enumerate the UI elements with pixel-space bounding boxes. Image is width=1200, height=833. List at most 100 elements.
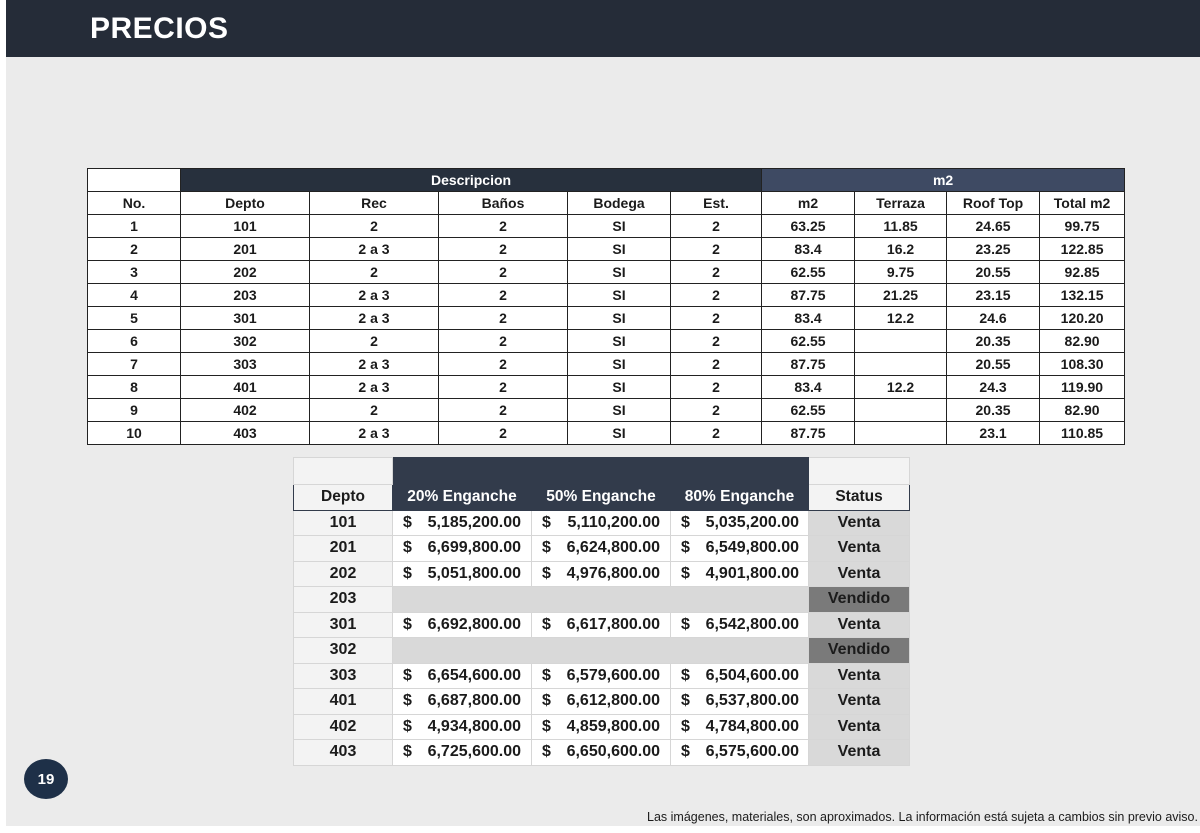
status-badge: Vendido: [808, 586, 911, 613]
specs-cell: 2: [438, 283, 568, 307]
currency-symbol: $: [542, 539, 551, 557]
specs-cell: 24.3: [946, 375, 1041, 399]
price-cell: $6,725,600.00: [392, 739, 532, 766]
price-empty-cell: [391, 586, 810, 613]
currency-symbol: $: [681, 666, 690, 684]
specs-group-m2: m2: [761, 168, 1126, 192]
price-amount: 4,901,800.00: [705, 564, 799, 582]
specs-cell: 87.75: [761, 283, 856, 307]
page-number-badge: 19: [24, 759, 68, 799]
status-badge: Venta: [808, 535, 911, 562]
status-badge: Venta: [808, 739, 911, 766]
specs-cell: 92.85: [1039, 260, 1126, 284]
table-row: 5 301 2 a 3 2 SI 2 83.4 12.2 24.6 120.20: [87, 306, 1126, 330]
status-badge: Venta: [808, 662, 911, 689]
price-cell: $6,575,600.00: [669, 739, 810, 766]
specs-cell: 12.2: [854, 375, 948, 399]
specs-cell: 2: [438, 260, 568, 284]
specs-cell: 2: [438, 375, 568, 399]
specs-cell: 20.35: [946, 329, 1041, 353]
specs-cell: 2: [309, 329, 439, 353]
specs-cell: 2: [309, 398, 439, 422]
currency-symbol: $: [681, 717, 690, 735]
currency-symbol: $: [403, 513, 412, 531]
prices-column-header: 80% Enganche: [669, 484, 810, 511]
disclaimer-text: Las imágenes, materiales, son aproximado…: [647, 810, 1198, 824]
specs-column-header: Terraza: [854, 191, 948, 215]
table-row: 6 302 2 2 SI 2 62.55 20.35 82.90: [87, 329, 1126, 353]
price-amount: 4,784,800.00: [705, 717, 799, 735]
depto-cell: 301: [293, 611, 393, 638]
specs-cell: 3: [87, 260, 181, 284]
table-row: 2 201 2 a 3 2 SI 2 83.4 16.2 23.25 122.85: [87, 237, 1126, 261]
specs-cell: 122.85: [1039, 237, 1126, 261]
specs-cell: 301: [180, 306, 310, 330]
specs-cell: 9: [87, 398, 181, 422]
specs-cell: 21.25: [854, 283, 948, 307]
specs-column-header: Roof Top: [946, 191, 1041, 215]
table-row: 301 $6,692,800.00 $6,617,800.00 $6,542,800.…: [293, 611, 911, 638]
price-amount: 6,612,800.00: [566, 692, 660, 710]
specs-cell: 2: [438, 306, 568, 330]
status-badge: Venta: [808, 509, 911, 536]
price-cell: $6,549,800.00: [669, 535, 810, 562]
currency-symbol: $: [403, 666, 412, 684]
price-cell: $6,537,800.00: [669, 688, 810, 715]
prices-table: Depto 20% Enganche 50% Enganche 80% Enganch…: [293, 457, 911, 766]
header-bar: [6, 0, 1200, 57]
specs-cell: 2: [87, 237, 181, 261]
currency-symbol: $: [681, 564, 690, 582]
specs-cell: 302: [180, 329, 310, 353]
specs-cell: 20.35: [946, 398, 1041, 422]
specs-cell: 62.55: [761, 398, 856, 422]
currency-symbol: $: [681, 692, 690, 710]
currency-symbol: $: [403, 539, 412, 557]
specs-cell: SI: [567, 214, 671, 238]
specs-cell: 2 a 3: [309, 421, 439, 445]
specs-cell: 82.90: [1039, 398, 1126, 422]
specs-cell: SI: [567, 375, 671, 399]
specs-cell: 6: [87, 329, 181, 353]
specs-cell: 2: [669, 306, 763, 330]
price-cell: $4,859,800.00: [531, 713, 671, 740]
specs-cell: 402: [180, 398, 310, 422]
price-amount: 6,687,800.00: [427, 692, 521, 710]
price-cell: $4,901,800.00: [669, 560, 810, 587]
table-row: 1 101 2 2 SI 2 63.25 11.85 24.65 99.75: [87, 214, 1126, 238]
price-amount: 6,725,600.00: [427, 743, 521, 761]
specs-cell: 24.65: [946, 214, 1041, 238]
status-badge: Venta: [808, 713, 911, 740]
specs-cell: 2 a 3: [309, 352, 439, 376]
price-cell: $6,692,800.00: [392, 611, 532, 638]
specs-cell: 401: [180, 375, 310, 399]
specs-cell: SI: [567, 260, 671, 284]
specs-cell: 2: [438, 237, 568, 261]
depto-cell: 402: [293, 713, 393, 740]
status-badge: Vendido: [808, 637, 911, 664]
currency-symbol: $: [681, 513, 690, 531]
depto-cell: 302: [293, 637, 393, 664]
currency-symbol: $: [681, 539, 690, 557]
table-row: 303 $6,654,600.00 $6,579,600.00 $6,504,600.…: [293, 662, 911, 689]
specs-cell: SI: [567, 329, 671, 353]
specs-cell: 16.2: [854, 237, 948, 261]
specs-cell: 2: [669, 214, 763, 238]
specs-cell: 23.25: [946, 237, 1041, 261]
specs-cell: 99.75: [1039, 214, 1126, 238]
price-amount: 6,542,800.00: [705, 615, 799, 633]
price-amount: 6,654,600.00: [427, 666, 521, 684]
price-cell: $4,976,800.00: [531, 560, 671, 587]
specs-column-header: Rec: [309, 191, 439, 215]
price-amount: 4,934,800.00: [427, 717, 521, 735]
specs-column-header: No.: [87, 191, 181, 215]
table-row: 9 402 2 2 SI 2 62.55 20.35 82.90: [87, 398, 1126, 422]
currency-symbol: $: [542, 717, 551, 735]
price-cell: $6,579,600.00: [531, 662, 671, 689]
price-cell: $6,699,800.00: [392, 535, 532, 562]
depto-cell: 101: [293, 509, 393, 536]
specs-cell: 23.1: [946, 421, 1041, 445]
specs-cell: SI: [567, 421, 671, 445]
price-amount: 5,110,200.00: [567, 513, 660, 531]
table-row: 403 $6,725,600.00 $6,650,600.00 $6,575,600.…: [293, 739, 911, 766]
specs-cell: 2: [669, 260, 763, 284]
